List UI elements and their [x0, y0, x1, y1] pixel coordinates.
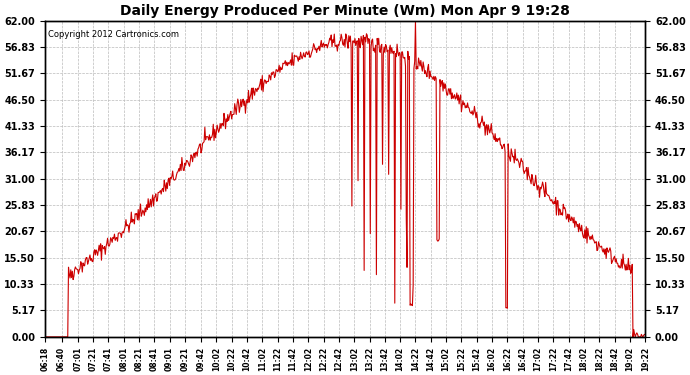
Title: Daily Energy Produced Per Minute (Wm) Mon Apr 9 19:28: Daily Energy Produced Per Minute (Wm) Mo… [120, 4, 570, 18]
Text: Copyright 2012 Cartronics.com: Copyright 2012 Cartronics.com [48, 30, 179, 39]
